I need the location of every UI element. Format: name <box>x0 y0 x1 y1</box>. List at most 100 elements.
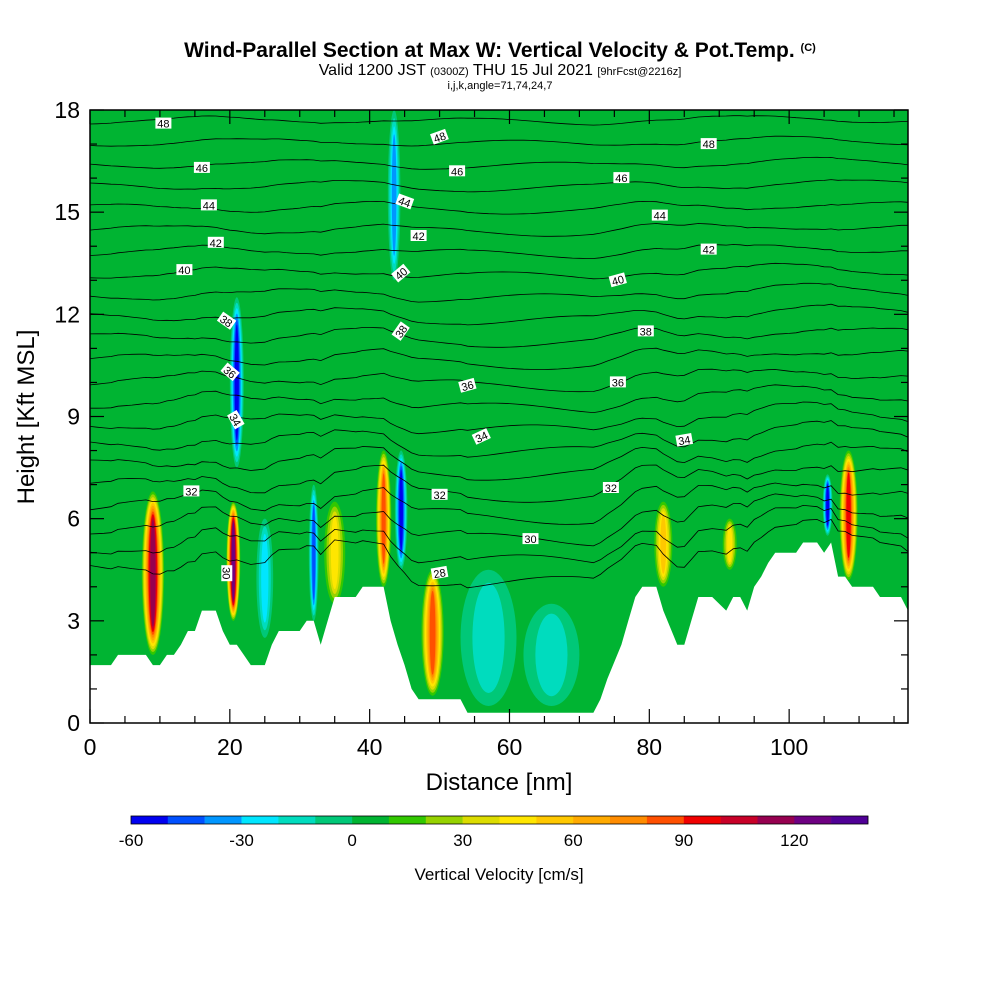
forecast-info: [9hrFcst@2216z] <box>597 66 682 78</box>
contour-label-text: 40 <box>178 265 190 277</box>
contour-label-text: 42 <box>210 238 222 250</box>
y-tick-label: 15 <box>54 199 80 225</box>
x-tick-label: 100 <box>770 734 808 760</box>
contour-label-bg <box>200 199 217 211</box>
colorbar-swatch <box>352 816 390 824</box>
contour-label-text: 30 <box>219 567 231 579</box>
x-tick-label: 80 <box>637 734 663 760</box>
contour-label-text: 48 <box>703 139 715 151</box>
contour-label-bg <box>471 428 491 445</box>
contour-label-21: 28 <box>430 565 449 581</box>
contour-label-bg <box>391 263 411 283</box>
theta-contour-38 <box>90 347 908 370</box>
w-cell-band <box>846 472 851 558</box>
colorbar-swatch <box>204 816 242 824</box>
contour-label-25: 42 <box>700 243 717 257</box>
contour-label-16: 38 <box>391 321 410 341</box>
contour-label-text: 30 <box>524 534 536 546</box>
w-cell-band <box>312 505 316 600</box>
x-tick-label: 0 <box>84 734 97 760</box>
colorbar-swatch <box>683 816 721 824</box>
contour-label-10: 30 <box>219 565 233 582</box>
theta-contour-33 <box>90 441 908 481</box>
theta-contour-28 <box>90 518 908 589</box>
contour-label-text: 42 <box>412 231 424 243</box>
contour-label-bg <box>431 488 448 500</box>
contour-label-17: 36 <box>458 377 477 394</box>
contour-label-6: 38 <box>216 311 237 330</box>
contour-label-2: 46 <box>193 161 210 175</box>
potential-temperature-contours <box>90 115 908 589</box>
colorbar-swatch <box>831 816 869 824</box>
w-cell-7 <box>375 450 392 587</box>
contour-label-bg <box>651 209 668 221</box>
contour-label-27: 38 <box>637 325 654 338</box>
contour-label-text: 34 <box>226 412 243 429</box>
colorbar-swatch <box>720 816 758 824</box>
w-cell-12 <box>523 603 580 706</box>
contour-label-bg <box>430 128 449 145</box>
w-cell-band <box>472 582 505 693</box>
y-tick-label: 6 <box>67 506 80 532</box>
colorbar-tick-label: 30 <box>453 831 472 850</box>
contour-label-text: 36 <box>612 377 624 389</box>
contour-label-bg <box>675 433 694 447</box>
w-cell-band <box>429 590 436 675</box>
contour-label-bg <box>522 533 539 545</box>
contour-label-4: 42 <box>207 236 224 250</box>
contour-label-9: 32 <box>183 485 200 498</box>
colorbar-title: Vertical Velocity [cm/s] <box>414 865 583 884</box>
contour-label-3: 44 <box>200 199 217 212</box>
theta-contour-32 <box>90 464 908 503</box>
chart-header: Wind-Parallel Section at Max W: Vertical… <box>0 36 1000 92</box>
theta-contour-34 <box>90 420 908 458</box>
contour-label-text: 44 <box>203 200 215 212</box>
x-axis-title: Distance [nm] <box>426 769 573 796</box>
w-cell-band <box>391 134 397 256</box>
contour-label-bg <box>609 376 626 388</box>
colorbar-swatch <box>499 816 537 824</box>
x-tick-label: 20 <box>217 734 243 760</box>
contour-label-30: 32 <box>602 482 619 495</box>
terrain <box>90 542 908 723</box>
contour-label-bg <box>430 565 449 580</box>
contour-label-18: 34 <box>471 428 491 446</box>
colorbar-tick-label: 90 <box>674 831 693 850</box>
w-cell-band <box>381 473 386 564</box>
section-indices: i,j,k,angle=71,74,24,7 <box>447 80 553 92</box>
theta-contour-31 <box>90 482 908 525</box>
w-cell-2 <box>226 501 241 621</box>
contour-label-8: 34 <box>226 409 245 430</box>
w-cell-1 <box>141 491 165 655</box>
contour-label-text: 32 <box>605 483 617 495</box>
w-cell-15 <box>822 474 833 536</box>
contour-label-text: 38 <box>640 326 652 338</box>
w-cell-13 <box>654 501 673 587</box>
theta-contour-43 <box>90 244 908 259</box>
contour-label-text: 32 <box>185 486 197 498</box>
y-tick-label: 3 <box>67 608 80 634</box>
contour-label-text: 38 <box>393 324 410 341</box>
contour-label-22: 48 <box>700 138 717 151</box>
colorbar-swatch <box>131 816 169 824</box>
contour-label-11: 48 <box>430 128 449 146</box>
contour-label-bg <box>449 165 466 177</box>
colorbar-swatch <box>167 816 205 824</box>
w-cell-band <box>261 533 269 623</box>
w-cell-16 <box>839 450 858 580</box>
contour-label-bg <box>700 138 717 150</box>
w-cell-8 <box>394 450 408 570</box>
theta-contour-42 <box>90 262 908 280</box>
theta-contour-30 <box>90 493 908 547</box>
contour-label-text: 44 <box>654 211 666 223</box>
colorbar-frame <box>130 815 869 825</box>
contour-label-text: 46 <box>196 163 208 175</box>
contour-label-5: 40 <box>176 264 193 277</box>
valid-time: Valid 1200 JST <box>318 62 426 79</box>
contour-label-bg <box>155 117 172 129</box>
colorbar-swatch <box>573 816 611 824</box>
vertical-velocity-field <box>141 110 858 706</box>
theta-contour-35 <box>90 401 908 435</box>
